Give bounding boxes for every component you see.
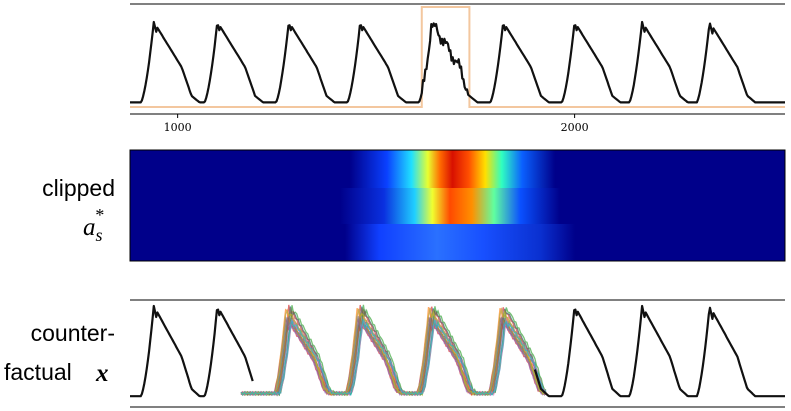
counterfactual-label-line2: factual	[4, 359, 72, 385]
x-tick-label: 1000	[164, 121, 192, 134]
counterfactual-series-line	[240, 304, 547, 397]
heatmap-panel	[129, 149, 786, 262]
counterfactual-label-line1: counter-	[31, 320, 115, 346]
counterfactual-series-line	[240, 318, 547, 397]
original-signal-line	[130, 304, 785, 398]
counterfactual-series-line	[240, 306, 547, 397]
highlight-box	[130, 6, 785, 108]
a-s-star-label: as*	[83, 205, 104, 245]
counterfactual-panel	[130, 299, 785, 408]
heatmap-row-1	[350, 150, 555, 188]
ecg-signal-line	[130, 20, 785, 104]
heatmap-row-2	[340, 188, 560, 224]
counterfactual-series-group	[240, 304, 547, 397]
top-signal-panel: 1000 2000	[130, 3, 785, 134]
heatmap-row-3	[345, 224, 575, 261]
clipped-label: clipped	[42, 175, 115, 201]
x-tick-label: 2000	[561, 121, 589, 134]
heatmap-frame	[129, 149, 786, 262]
counterfactual-x-label: x	[95, 360, 109, 387]
